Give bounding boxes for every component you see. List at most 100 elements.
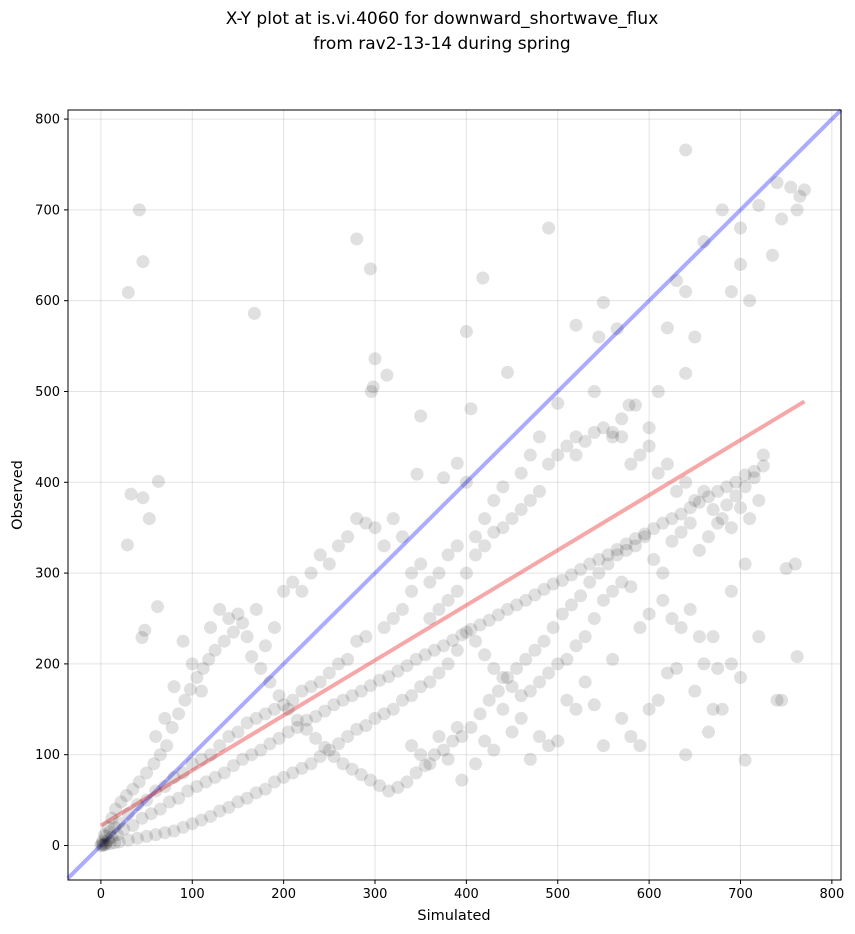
data-point-42: [770, 176, 784, 190]
data-point-296: [775, 693, 789, 707]
data-point-116: [126, 819, 140, 833]
data-point-398: [290, 713, 304, 727]
data-point-139: [336, 693, 350, 707]
data-point-191: [194, 684, 208, 698]
data-point-429: [574, 589, 588, 603]
data-point-340: [341, 730, 355, 744]
data-point-152: [455, 628, 469, 642]
data-point-66: [478, 512, 492, 526]
data-point-277: [624, 730, 638, 744]
data-point-444: [711, 516, 725, 530]
data-point-18: [142, 512, 156, 526]
data-point-182: [729, 475, 743, 489]
data-point-278: [633, 739, 647, 753]
data-point-361: [149, 828, 163, 842]
y-tick-label-8: 800: [35, 113, 60, 128]
data-point-127: [226, 759, 240, 773]
data-point-393: [245, 650, 259, 664]
data-point-52: [688, 330, 702, 344]
data-point-158: [510, 598, 524, 612]
data-point-83: [295, 684, 309, 698]
data-point-132: [272, 731, 286, 745]
data-point-419: [482, 693, 496, 707]
data-point-408: [382, 784, 396, 798]
data-point-442: [692, 543, 706, 557]
data-point-170: [619, 537, 633, 551]
data-point-300: [706, 702, 720, 716]
data-point-435: [628, 539, 642, 553]
data-point-265: [514, 711, 528, 725]
y-tick-label-2: 200: [35, 657, 60, 672]
data-point-291: [752, 630, 766, 644]
data-point-9: [366, 380, 380, 394]
data-point-87: [258, 707, 272, 721]
x-tick-label-3: 300: [363, 887, 388, 902]
data-point-145: [391, 664, 405, 678]
data-point-226: [514, 503, 528, 517]
data-point-195: [231, 607, 245, 621]
x-tick-label-5: 500: [545, 887, 570, 902]
data-point-22: [135, 631, 149, 645]
data-point-249: [724, 521, 738, 535]
data-point-88: [249, 711, 263, 725]
data-point-438: [656, 566, 670, 580]
scatter-points: [94, 143, 811, 852]
data-point-424: [528, 643, 542, 657]
data-point-297: [738, 557, 752, 571]
data-point-206: [331, 539, 345, 553]
data-point-69: [441, 548, 455, 562]
data-point-103: [112, 816, 126, 830]
data-point-136: [309, 710, 323, 724]
data-point-43: [784, 180, 798, 194]
data-point-29: [569, 318, 583, 332]
data-point-54: [651, 384, 665, 398]
data-point-155: [482, 613, 496, 627]
data-point-428: [564, 598, 578, 612]
data-point-241: [651, 466, 665, 480]
data-point-85: [277, 698, 291, 712]
data-point-373: [109, 802, 123, 816]
data-point-51: [733, 257, 747, 271]
data-point-135: [299, 713, 313, 727]
data-point-399: [299, 722, 313, 736]
data-point-407: [373, 779, 387, 793]
data-point-73: [395, 602, 409, 616]
data-point-15: [124, 487, 138, 501]
data-point-76: [359, 630, 373, 644]
data-point-280: [651, 693, 665, 707]
data-point-410: [400, 775, 414, 789]
data-point-319: [532, 675, 546, 689]
data-point-160: [528, 588, 542, 602]
data-point-379: [147, 757, 161, 771]
data-point-45: [797, 183, 811, 197]
data-point-309: [624, 580, 638, 594]
data-point-279: [642, 702, 656, 716]
data-point-237: [615, 412, 629, 426]
data-point-235: [596, 421, 610, 435]
data-point-238: [624, 457, 638, 471]
x-tick-label-6: 600: [637, 887, 662, 902]
data-point-94: [194, 752, 208, 766]
data-point-108: [95, 837, 109, 851]
data-point-203: [304, 566, 318, 580]
data-point-6: [679, 143, 693, 157]
data-point-173: [647, 522, 661, 536]
data-point-295: [790, 650, 804, 664]
data-point-375: [119, 789, 133, 803]
data-point-204: [313, 548, 327, 562]
data-point-369: [96, 838, 110, 852]
data-point-386: [190, 671, 204, 685]
data-point-39: [715, 203, 729, 217]
data-point-7: [476, 271, 490, 285]
data-point-423: [519, 652, 533, 666]
data-point-10: [364, 384, 378, 398]
y-tick-label-6: 600: [35, 294, 60, 309]
data-point-109: [94, 838, 108, 852]
data-point-439: [665, 534, 679, 548]
data-point-258: [450, 720, 464, 734]
data-point-307: [642, 607, 656, 621]
data-point-272: [578, 675, 592, 689]
data-point-224: [496, 521, 510, 535]
data-point-344: [304, 757, 318, 771]
data-point-366: [108, 836, 122, 850]
